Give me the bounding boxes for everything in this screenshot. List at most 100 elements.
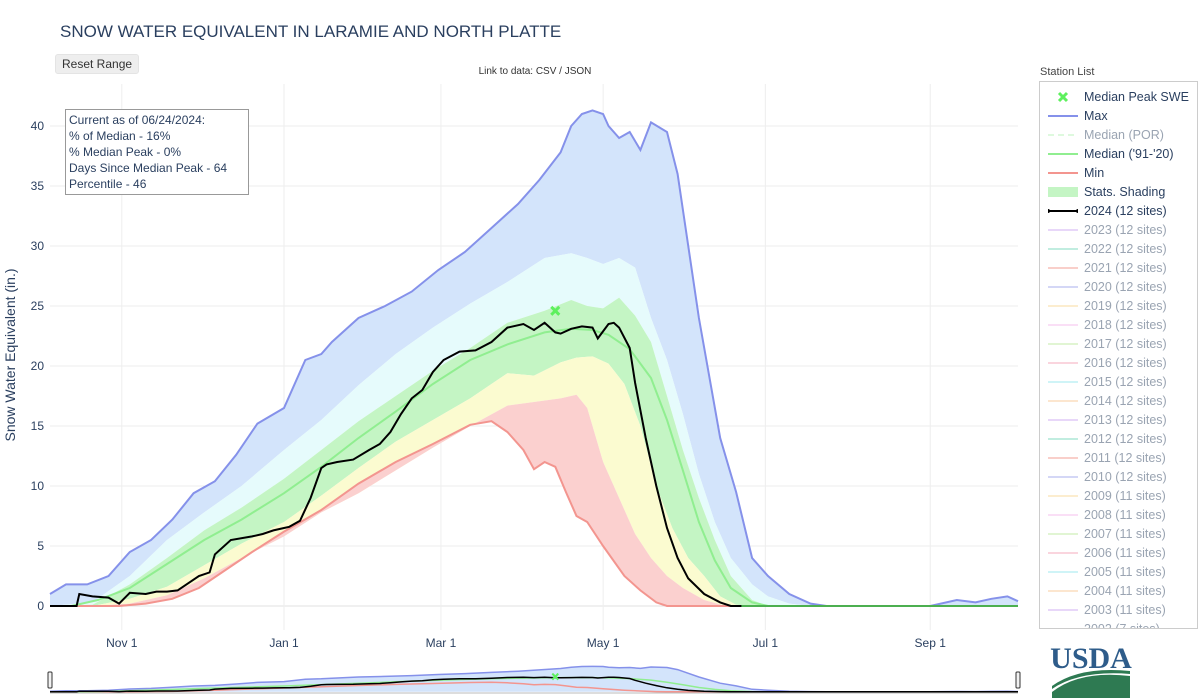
legend-label: 2005 (11 sites) bbox=[1084, 564, 1166, 579]
chart-lines bbox=[49, 109, 1019, 607]
legend-item[interactable]: 2016 (12 sites) bbox=[1040, 353, 1197, 372]
legend-item[interactable]: 2002 (7 sites) bbox=[1040, 619, 1197, 629]
legend-label: Min bbox=[1084, 165, 1105, 180]
legend-label: 2024 (12 sites) bbox=[1084, 203, 1167, 218]
median-peak-marker bbox=[550, 305, 561, 316]
legend-item[interactable]: Stats. Shading bbox=[1040, 182, 1197, 201]
legend-swatch bbox=[1048, 570, 1078, 573]
legend-label: Median (POR) bbox=[1084, 127, 1164, 142]
band-70-to-30 bbox=[50, 297, 1018, 606]
band-max-to-90 bbox=[50, 110, 1018, 607]
legend-item[interactable]: 2022 (12 sites) bbox=[1040, 239, 1197, 258]
legend-swatch bbox=[1048, 342, 1078, 345]
legend-swatch bbox=[1048, 361, 1078, 364]
legend-label: Stats. Shading bbox=[1084, 184, 1166, 199]
legend-item[interactable]: Median ('91-'20) bbox=[1040, 144, 1197, 163]
legend-item[interactable]: Max bbox=[1040, 106, 1197, 125]
legend-swatch bbox=[1048, 589, 1078, 592]
legend-swatch bbox=[1048, 228, 1078, 231]
legend-swatch bbox=[1048, 437, 1078, 440]
legend-swatch bbox=[1048, 266, 1078, 269]
legend-item[interactable]: Min bbox=[1040, 163, 1197, 182]
legend-item[interactable]: 2007 (11 sites) bbox=[1040, 524, 1197, 543]
legend-item[interactable]: 2013 (12 sites) bbox=[1040, 410, 1197, 429]
legend-item[interactable]: 2014 (12 sites) bbox=[1040, 391, 1197, 410]
legend-label: 2020 (12 sites) bbox=[1084, 279, 1167, 294]
legend-label: 2021 (12 sites) bbox=[1084, 260, 1167, 275]
legend-label: 2018 (12 sites) bbox=[1084, 317, 1167, 332]
legend-item[interactable]: 2008 (11 sites) bbox=[1040, 505, 1197, 524]
x-tick-labels: Nov 1 Jan 1 Mar 1 May 1 Jul 1 Sep 1 bbox=[106, 636, 946, 650]
legend-item[interactable]: 2019 (12 sites) bbox=[1040, 296, 1197, 315]
legend-item[interactable]: 2010 (12 sites) bbox=[1040, 467, 1197, 486]
legend-item[interactable]: 2018 (12 sites) bbox=[1040, 315, 1197, 334]
x-tick-label: Nov 1 bbox=[106, 636, 138, 650]
range-slider-right-handle bbox=[1015, 671, 1021, 689]
legend-swatch bbox=[1048, 513, 1078, 516]
legend-label: 2014 (12 sites) bbox=[1084, 393, 1167, 408]
legend-marker-icon bbox=[1057, 91, 1069, 102]
range-slider-peak-marker bbox=[551, 672, 559, 681]
legend-label: Median Peak SWE bbox=[1084, 89, 1189, 104]
status-pct-median: % of Median - 16% bbox=[69, 129, 171, 143]
y-tick-label: 0 bbox=[37, 599, 44, 613]
legend-item[interactable]: 2015 (12 sites) bbox=[1040, 372, 1197, 391]
y-tick-label: 40 bbox=[31, 119, 45, 133]
legend-label: 2002 (7 sites) bbox=[1084, 621, 1160, 629]
legend-item[interactable]: 2020 (12 sites) bbox=[1040, 277, 1197, 296]
legend-item[interactable]: 2005 (11 sites) bbox=[1040, 562, 1197, 581]
legend-item[interactable]: 2023 (12 sites) bbox=[1040, 220, 1197, 239]
legend-item[interactable]: Median (POR) bbox=[1040, 125, 1197, 144]
legend-label: 2015 (12 sites) bbox=[1084, 374, 1167, 389]
range-slider-2024 bbox=[50, 676, 1018, 693]
legend-swatch bbox=[1048, 608, 1078, 611]
legend-item[interactable]: Median Peak SWE bbox=[1040, 87, 1197, 106]
legend-swatch bbox=[1048, 418, 1078, 421]
legend-swatch bbox=[1048, 304, 1078, 307]
legend-item[interactable]: 2024 (12 sites) bbox=[1040, 201, 1197, 220]
legend-label: 2023 (12 sites) bbox=[1084, 222, 1167, 237]
legend-swatch bbox=[1048, 323, 1078, 326]
station-list-link[interactable]: Station List bbox=[1040, 66, 1095, 78]
legend-swatch bbox=[1048, 171, 1078, 174]
usda-logo-text: USDA bbox=[1050, 642, 1132, 675]
legend-label: 2003 (11 sites) bbox=[1084, 602, 1166, 617]
legend-swatch bbox=[1048, 247, 1078, 250]
x-tick-label: May 1 bbox=[587, 636, 620, 650]
legend-label: 2004 (11 sites) bbox=[1084, 583, 1166, 598]
legend-label: 2019 (12 sites) bbox=[1084, 298, 1167, 313]
y-tick-labels: 0 5 10 15 20 25 30 35 40 bbox=[31, 119, 45, 613]
legend-item[interactable]: 2006 (11 sites) bbox=[1040, 543, 1197, 562]
legend-item[interactable]: 2003 (11 sites) bbox=[1040, 600, 1197, 619]
y-tick-label: 25 bbox=[31, 299, 45, 313]
legend-dot-icon bbox=[1076, 208, 1078, 213]
legend-label: Median ('91-'20) bbox=[1084, 146, 1174, 161]
legend-item[interactable]: 2004 (11 sites) bbox=[1040, 581, 1197, 600]
x-tick-label: Mar 1 bbox=[426, 636, 457, 650]
legend-label: 2017 (12 sites) bbox=[1084, 336, 1167, 351]
legend-item[interactable]: 2011 (12 sites) bbox=[1040, 448, 1197, 467]
legend-item[interactable]: 2017 (12 sites) bbox=[1040, 334, 1197, 353]
reset-range-button[interactable]: Reset Range bbox=[55, 54, 140, 74]
series-max-line bbox=[49, 109, 1019, 607]
x-tick-label: Sep 1 bbox=[915, 636, 947, 650]
legend-item[interactable]: 2021 (12 sites) bbox=[1040, 258, 1197, 277]
band-10-to-min bbox=[50, 394, 1018, 606]
data-link[interactable]: Link to data: CSV / JSON bbox=[478, 66, 592, 77]
legend-swatch bbox=[1048, 475, 1078, 478]
y-tick-label: 20 bbox=[31, 359, 45, 373]
legend[interactable]: Median Peak SWE Max Median (POR) Median ('9… bbox=[1039, 81, 1198, 629]
legend-swatch bbox=[1048, 152, 1078, 155]
status-pct-median-peak: % Median Peak - 0% bbox=[69, 145, 182, 159]
range-slider[interactable] bbox=[47, 665, 1021, 694]
legend-swatch bbox=[1048, 114, 1078, 117]
legend-label: 2013 (12 sites) bbox=[1084, 412, 1167, 427]
legend-item[interactable]: 2009 (11 sites) bbox=[1040, 486, 1197, 505]
legend-fill-icon bbox=[1048, 186, 1078, 197]
y-tick-label: 15 bbox=[31, 419, 45, 433]
status-box: Current as of 06/24/2024: % of Median - … bbox=[65, 109, 249, 195]
legend-swatch bbox=[1048, 208, 1078, 213]
series-median-line bbox=[50, 327, 1018, 607]
legend-item[interactable]: 2012 (12 sites) bbox=[1040, 429, 1197, 448]
